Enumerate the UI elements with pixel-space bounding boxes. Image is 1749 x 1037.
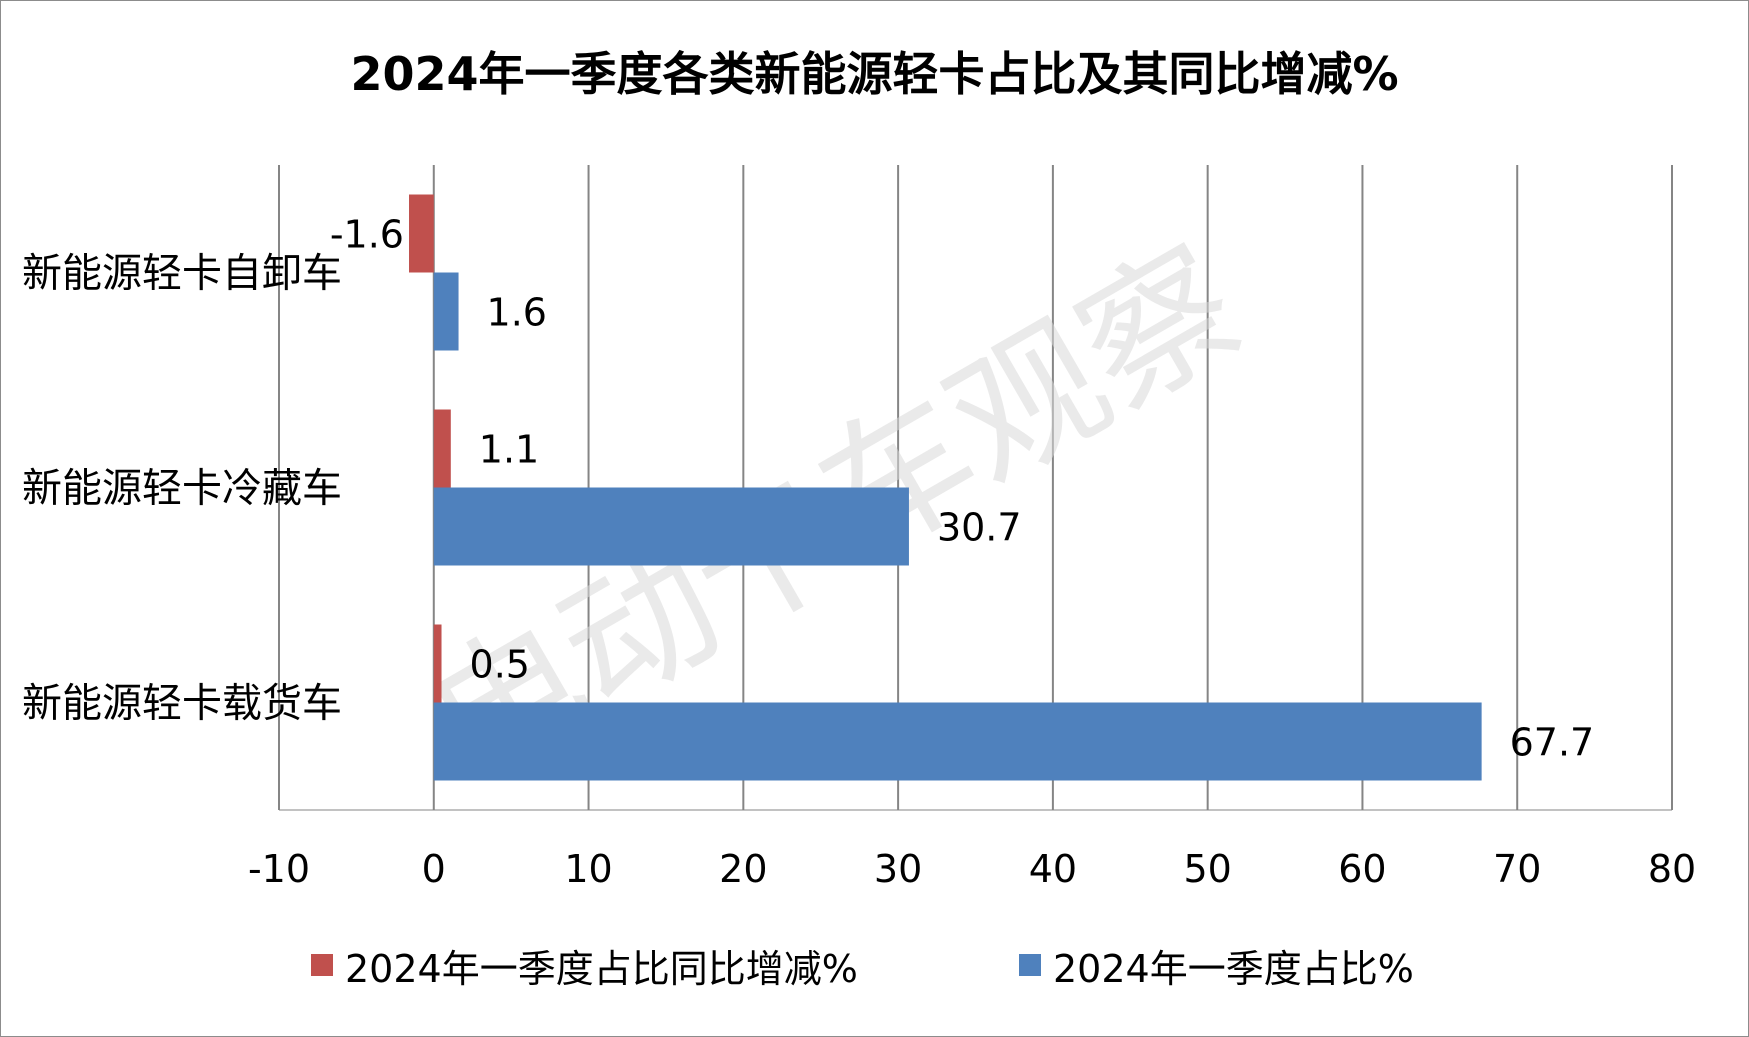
x-tick-label: 0 [422,847,446,891]
chart-title: 2024年一季度各类新能源轻卡占比及其同比增减% [350,47,1399,101]
legend-item-yoy-change: 2024年一季度占比同比增减% [311,940,858,991]
data-labels: -1.6 1.6 1.1 30.7 0.5 67.7 [330,213,1594,765]
x-tick-label: 20 [719,847,767,891]
bar [433,487,909,566]
bar [433,272,459,351]
data-label: -1.6 [330,213,404,257]
legend-item-share: 2024年一季度占比% [1019,940,1414,991]
bar [433,409,451,488]
legend-swatch-yoy-change [311,954,333,976]
x-tick-label: 10 [564,847,612,891]
legend-label-yoy-change: 2024年一季度占比同比增减% [345,946,858,991]
category-label: 新能源轻卡自卸车 [22,251,342,297]
data-label: 0.5 [470,643,530,687]
x-tick-label: 80 [1648,847,1696,891]
category-label: 新能源轻卡载货车 [22,681,342,727]
x-tick-label: -10 [248,847,310,891]
bar [409,194,434,273]
category-label: 新能源轻卡冷藏车 [22,466,342,512]
x-tick-labels: -10 0 10 20 30 40 50 60 70 80 [248,847,1696,891]
bar [433,624,442,703]
data-label: 67.7 [1510,721,1595,765]
x-tick-label: 40 [1029,847,1077,891]
data-label: 30.7 [937,506,1022,550]
x-tick-label: 30 [874,847,922,891]
legend-swatch-share [1019,954,1041,976]
data-label: 1.6 [487,291,547,335]
bar [433,702,1482,781]
x-tick-label: 60 [1338,847,1386,891]
legend-label-share: 2024年一季度占比% [1053,946,1414,991]
bars [409,194,1482,781]
data-label: 1.1 [479,428,539,472]
x-tick-label: 70 [1493,847,1541,891]
x-tick-label: 50 [1183,847,1231,891]
